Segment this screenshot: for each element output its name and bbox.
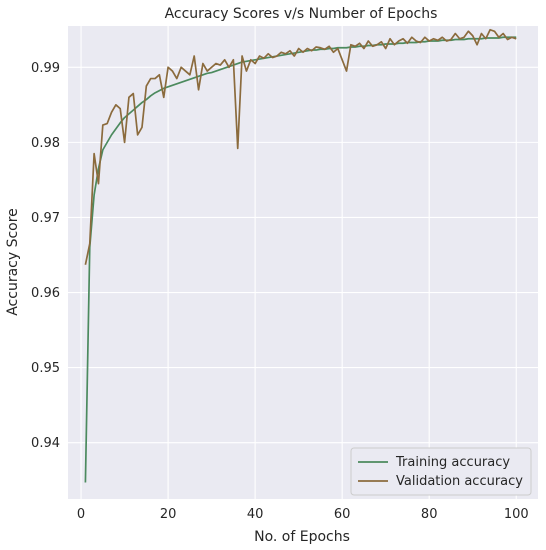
x-tick-label: 100 — [504, 507, 529, 522]
legend-label-validation: Validation accuracy — [396, 474, 523, 489]
legend: Training accuracy Validation accuracy — [350, 447, 532, 496]
x-tick-label: 0 — [77, 507, 85, 522]
y-tick-label: 0.98 — [31, 136, 60, 151]
plot-area — [68, 26, 538, 499]
training-accuracy-line — [84, 36, 517, 483]
legend-label-training: Training accuracy — [395, 455, 510, 470]
x-tick-label: 40 — [247, 507, 264, 522]
y-tick-label: 0.97 — [31, 211, 60, 226]
x-axis-label: No. of Epochs — [254, 529, 350, 545]
y-tick-label: 0.99 — [31, 61, 60, 76]
y-tick-label: 0.96 — [31, 286, 60, 301]
validation-accuracy-line — [84, 28, 517, 265]
x-ticks: 0 20 40 60 80 100 — [77, 507, 529, 522]
series-lines — [84, 28, 517, 483]
y-tick-label: 0.95 — [31, 361, 60, 376]
x-tick-label: 20 — [160, 507, 177, 522]
x-tick-label: 80 — [421, 507, 438, 522]
y-tick-label: 0.94 — [31, 436, 60, 451]
legend-box — [350, 447, 532, 496]
x-tick-label: 60 — [334, 507, 351, 522]
y-ticks: 0.94 0.95 0.96 0.97 0.98 0.99 — [31, 61, 60, 451]
chart-title: Accuracy Scores v/s Number of Epochs — [165, 6, 438, 22]
y-axis-label: Accuracy Score — [5, 208, 21, 316]
grid-lines — [68, 26, 538, 499]
